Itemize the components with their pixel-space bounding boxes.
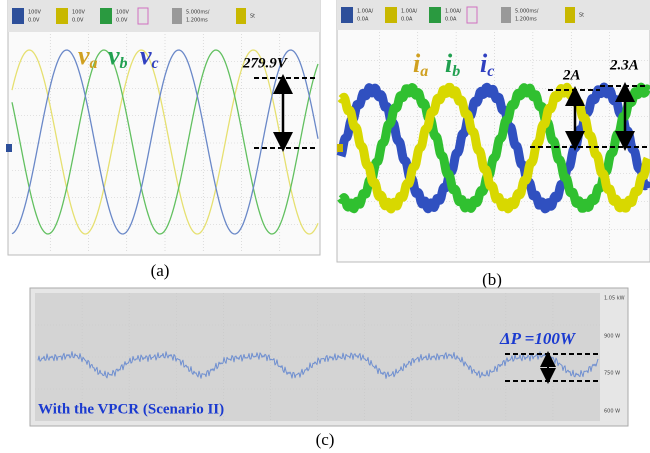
scope-header <box>8 0 320 32</box>
axis-label: 750 W <box>604 371 620 377</box>
header-text: 0.0V <box>116 18 128 24</box>
channel-box <box>172 8 182 24</box>
header-text: 1.200ms <box>186 18 208 24</box>
figure: va vb vc 279.9V (a) 100V0.0V100V0.0V100V… <box>0 0 650 453</box>
channel-box <box>56 8 68 24</box>
header-text: 100V <box>28 10 42 16</box>
header-text: 0.0V <box>72 18 84 24</box>
header-text: St <box>250 14 255 20</box>
annotation: 2A <box>562 67 581 83</box>
header-text: 0.0A <box>445 17 457 23</box>
annotation: ΔP =100W <box>499 329 577 348</box>
channel-box <box>565 7 575 23</box>
caption: (c) <box>316 430 335 449</box>
header-text: 0.0A <box>401 17 413 23</box>
axis-label: 900 W <box>604 334 620 340</box>
panel-b: ia ib ic 2A 2.3A (b) 1.00A/0.0A1.00A/0.0… <box>337 0 650 289</box>
channel-box <box>385 7 397 23</box>
panel-c: 1.05 kW 900 W 750 W 600 W ΔP =100W With … <box>30 288 628 449</box>
header-text: 100V <box>72 10 86 16</box>
channel-box <box>429 7 441 23</box>
header-text: 5.000ms/ <box>515 9 539 15</box>
annotation: 279.9V <box>242 55 289 71</box>
axis-label: 600 W <box>604 409 620 415</box>
header-text: 0.0V <box>28 18 40 24</box>
channel-marker <box>337 144 343 152</box>
header-text: 1.00A/ <box>357 9 374 15</box>
channel-box <box>236 8 246 24</box>
header-text: 1.200ms <box>515 17 537 23</box>
header-text: 0.0A <box>357 17 369 23</box>
channel-box <box>12 8 24 24</box>
header-text: 5.000ms/ <box>186 10 210 16</box>
panel-a: va vb vc 279.9V (a) 100V0.0V100V0.0V100V… <box>6 0 320 280</box>
annotation: 2.3A <box>609 57 639 73</box>
scope-header <box>337 0 650 30</box>
caption: (a) <box>151 261 170 280</box>
caption: (b) <box>482 270 502 289</box>
channel-box <box>501 7 511 23</box>
scenario-label: With the VPCR (Scenario II) <box>38 401 224 417</box>
axis-label: 1.05 kW <box>604 296 625 302</box>
channel-box <box>100 8 112 24</box>
header-text: 1.00A/ <box>401 9 418 15</box>
header-text: St <box>579 13 584 19</box>
header-text: 100V <box>116 10 130 16</box>
header-text: 1.00A/ <box>445 9 462 15</box>
channel-box <box>341 7 353 23</box>
channel-marker <box>6 144 12 152</box>
